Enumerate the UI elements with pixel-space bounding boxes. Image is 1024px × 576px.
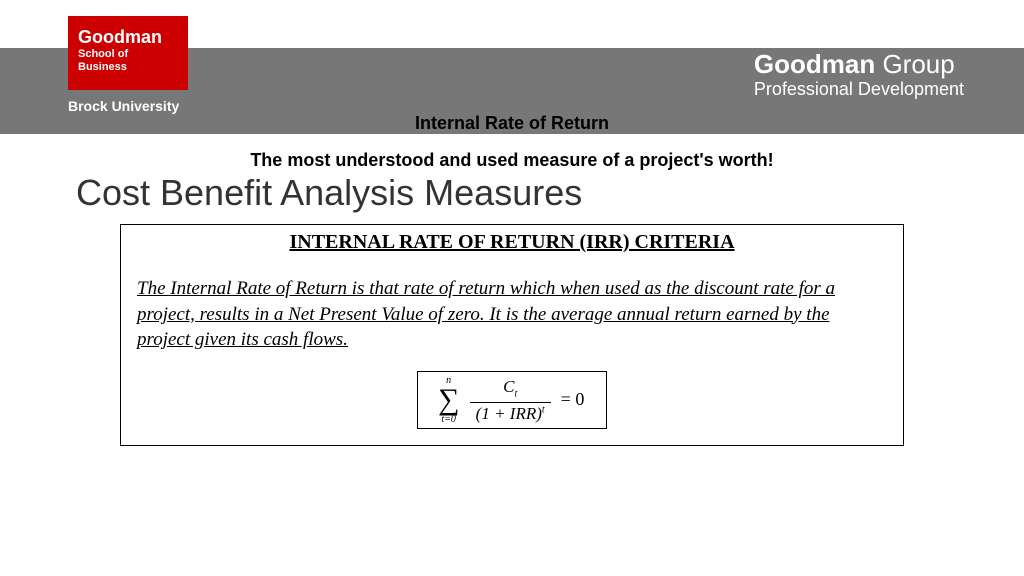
logo-name: Goodman	[78, 28, 178, 48]
fraction: Ct (1 + IRR)t	[470, 378, 551, 421]
num-sub: t	[514, 389, 517, 400]
den-base: (1 + IRR)	[476, 404, 542, 423]
university-name: Brock University	[68, 98, 179, 114]
school-logo: Goodman School of Business	[68, 16, 188, 90]
tagline: The most understood and used measure of …	[0, 150, 1024, 171]
box-title: INTERNAL RATE OF RETURN (IRR) CRITERIA	[137, 231, 887, 254]
equals-zero: = 0	[561, 389, 585, 410]
definition-text: The Internal Rate of Return is that rate…	[137, 276, 887, 353]
group-logo: Goodman Group Professional Development	[754, 50, 964, 100]
sigma-lower: t=0	[436, 414, 462, 425]
main-title: Cost Benefit Analysis Measures	[76, 172, 582, 214]
numerator: Ct	[497, 378, 523, 401]
group-name: Goodman Group	[754, 50, 964, 79]
formula-frame: n ∑ t=0 Ct (1 + IRR)t = 0	[417, 371, 607, 429]
sigma-symbol: ∑	[438, 383, 459, 416]
logo-subline: School of Business	[78, 48, 178, 74]
section-label: Internal Rate of Return	[0, 113, 1024, 134]
criteria-box: INTERNAL RATE OF RETURN (IRR) CRITERIA T…	[120, 224, 904, 446]
num-var: C	[503, 377, 514, 396]
group-subline: Professional Development	[754, 79, 964, 100]
irr-formula: n ∑ t=0 Ct (1 + IRR)t = 0	[436, 378, 589, 421]
sigma-upper: n	[436, 375, 462, 386]
group-name-bold: Goodman	[754, 49, 875, 79]
sigma-block: n ∑ t=0	[436, 385, 462, 415]
denominator: (1 + IRR)t	[470, 402, 551, 422]
den-sup: t	[542, 404, 545, 415]
group-name-light: Group	[875, 49, 955, 79]
